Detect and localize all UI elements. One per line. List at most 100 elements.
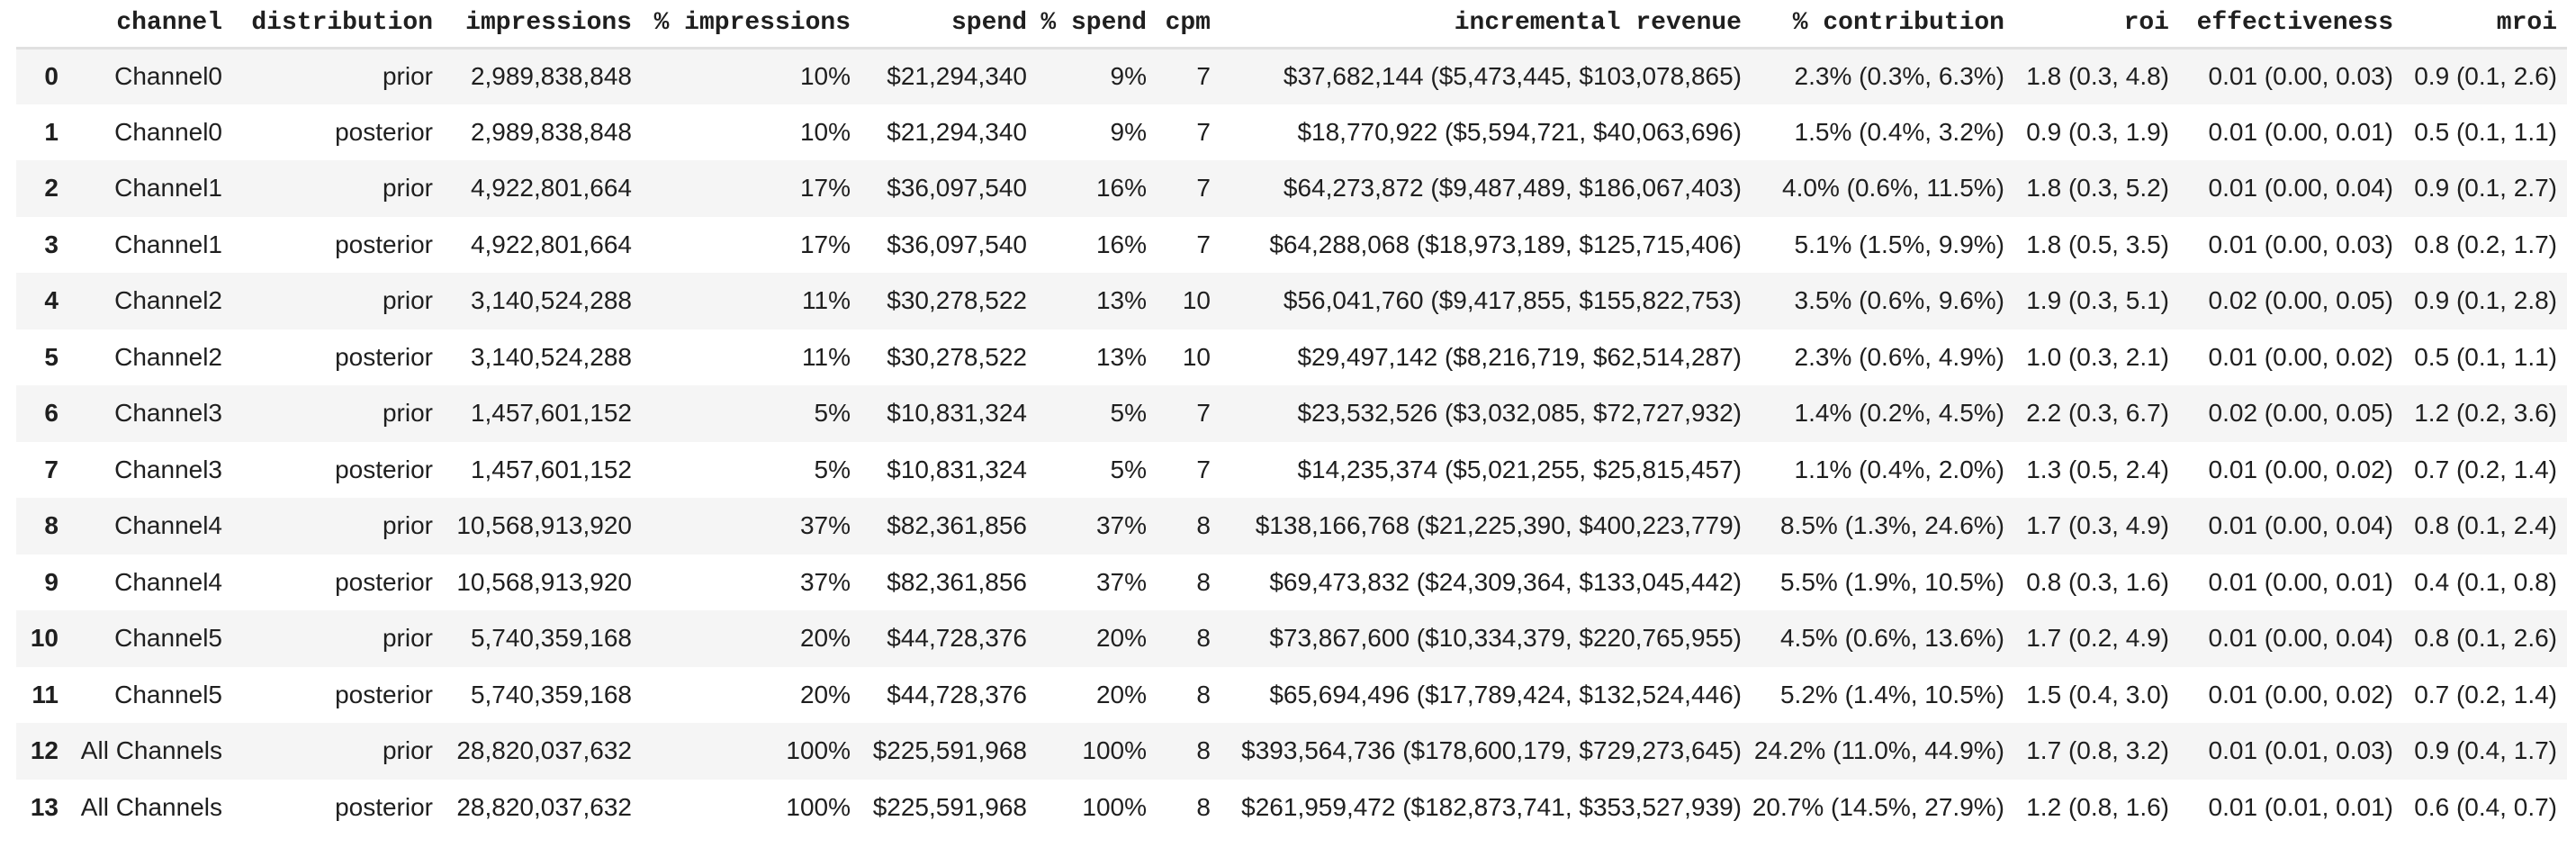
cell-impressions: 4,922,801,664 [470,174,632,203]
cell-roi: 1.8 (0.3, 5.2) [2026,174,2169,203]
cell-incremental-revenue: $138,166,768 ($21,225,390, $400,223,779) [1255,511,1742,540]
cell-pct-impressions: 5% [814,399,851,428]
cell-channel: Channel4 [114,567,222,596]
cell-effectiveness: 0.01 (0.00, 0.02) [2208,455,2393,483]
cell-pct-impressions: 10% [799,117,851,146]
cell-effectiveness: 0.02 (0.00, 0.05) [2208,399,2393,428]
cell-index: 5 [44,342,59,371]
cell-distribution: posterior [335,680,433,708]
cell-incremental-revenue: $14,235,374 ($5,021,255, $25,815,457) [1297,455,1742,483]
cell-mroi: 0.5 (0.1, 1.1) [2414,117,2557,146]
cell-pct-contribution: 24.2% (11.0%, 44.9%) [1753,736,2004,765]
cell-effectiveness: 0.01 (0.00, 0.04) [2208,511,2393,540]
cell-cpm: 7 [1196,62,1211,90]
cell-mroi: 0.7 (0.2, 1.4) [2414,455,2557,483]
cell-mroi: 0.7 (0.2, 1.4) [2414,680,2557,708]
cell-pct-impressions: 20% [799,624,851,653]
cell-spacer [2557,48,2567,104]
cell-distribution: prior [382,286,433,315]
column-header-incremental-revenue: incremental revenue [1211,0,1742,50]
cell-index: 2 [44,174,59,203]
cell-impressions: 28,820,037,632 [456,792,632,821]
cell-cpm: 7 [1196,230,1211,258]
cell-distribution: posterior [335,342,433,371]
cell-spend: $82,361,856 [887,511,1027,540]
cell-spend: $225,591,968 [872,736,1027,765]
cell-pct-spend: 5% [1110,399,1147,428]
cell-spacer [2557,610,2567,667]
cell-impressions: 10,568,913,920 [456,511,632,540]
header-row: channel distribution impressions % impre… [16,0,2567,50]
cell-cpm: 7 [1196,399,1211,428]
cell-index: 7 [44,455,59,483]
cell-index: 10 [30,624,59,653]
column-header-spend: spend [851,0,1027,50]
column-header-index [16,0,59,50]
cell-pct-spend: 20% [1095,680,1147,708]
cell-incremental-revenue: $56,041,760 ($9,417,855, $155,822,753) [1283,286,1742,315]
cell-spend: $225,591,968 [872,792,1027,821]
cell-cpm: 7 [1196,174,1211,203]
cell-effectiveness: 0.01 (0.01, 0.03) [2208,736,2393,765]
table-row: 1 Channel0 posterior 2,989,838,848 10% $21,29… [16,104,2567,161]
cell-pct-contribution: 1.4% (0.2%, 4.5%) [1794,399,2004,428]
cell-pct-contribution: 5.1% (1.5%, 9.9%) [1794,230,2004,258]
cell-roi: 1.7 (0.2, 4.9) [2026,624,2169,653]
cell-distribution: prior [382,62,433,90]
table-row: 13 All Channels posterior 28,820,037,632 100… [16,780,2567,836]
cell-pct-contribution: 20.7% (14.5%, 27.9%) [1752,792,2004,821]
cell-channel: Channel2 [114,286,222,315]
cell-pct-impressions: 100% [786,792,851,821]
column-header-cpm: cpm [1147,0,1211,50]
cell-pct-impressions: 11% [802,286,851,315]
cell-roi: 1.2 (0.8, 1.6) [2026,792,2169,821]
table-row: 5 Channel2 posterior 3,140,524,288 11% $30,27… [16,329,2567,386]
cell-spend: $44,728,376 [887,624,1027,653]
cell-pct-contribution: 3.5% (0.6%, 9.6%) [1794,286,2004,315]
cell-pct-spend: 100% [1082,792,1147,821]
cell-spend: $10,831,324 [887,455,1027,483]
cell-spacer [2557,217,2567,274]
cell-effectiveness: 0.02 (0.00, 0.05) [2208,286,2393,315]
cell-pct-contribution: 2.3% (0.3%, 6.3%) [1794,62,2004,90]
cell-incremental-revenue: $29,497,142 ($8,216,719, $62,514,287) [1297,342,1742,371]
cell-pct-contribution: 5.5% (1.9%, 10.5%) [1779,567,2004,596]
cell-spacer [2557,667,2567,724]
cell-spacer [2557,780,2567,836]
cell-index: 3 [44,230,59,258]
cell-mroi: 0.8 (0.1, 2.6) [2414,624,2557,653]
cell-channel: Channel5 [114,624,222,653]
cell-index: 0 [44,62,59,90]
cell-pct-spend: 13% [1095,342,1147,371]
column-header-pct-impressions: % impressions [632,0,851,50]
cell-channel: Channel1 [114,230,222,258]
cell-pct-spend: 9% [1110,117,1147,146]
cell-index: 8 [44,511,59,540]
cell-pct-spend: 16% [1095,230,1147,258]
cell-impressions: 1,457,601,152 [470,399,632,428]
cell-pct-impressions: 17% [799,174,851,203]
table-row: 2 Channel1 prior 4,922,801,664 17% $36,097,54… [16,160,2567,217]
cell-roi: 1.5 (0.4, 3.0) [2026,680,2169,708]
cell-cpm: 8 [1196,624,1211,653]
cell-pct-impressions: 37% [799,511,851,540]
cell-roi: 1.7 (0.8, 3.2) [2026,736,2169,765]
table-header: channel distribution impressions % impre… [16,0,2567,50]
column-header-pct-spend: % spend [1027,0,1147,50]
cell-cpm: 8 [1196,567,1211,596]
cell-pct-impressions: 20% [799,680,851,708]
cell-effectiveness: 0.01 (0.00, 0.03) [2208,62,2393,90]
cell-channel: Channel1 [114,174,222,203]
cell-impressions: 10,568,913,920 [456,567,632,596]
channel-summary-table: channel distribution impressions % impre… [16,0,2567,835]
cell-index: 1 [44,117,59,146]
cell-impressions: 2,989,838,848 [470,62,632,90]
cell-impressions: 3,140,524,288 [470,342,632,371]
table-row: 8 Channel4 prior 10,568,913,920 37% $82,361,8… [16,498,2567,555]
cell-cpm: 10 [1182,286,1211,315]
cell-distribution: posterior [335,567,433,596]
cell-channel: Channel5 [114,680,222,708]
cell-spacer [2557,498,2567,555]
table-row: 7 Channel3 posterior 1,457,601,152 5% $10,831… [16,442,2567,499]
cell-pct-contribution: 5.2% (1.4%, 10.5%) [1779,680,2004,708]
